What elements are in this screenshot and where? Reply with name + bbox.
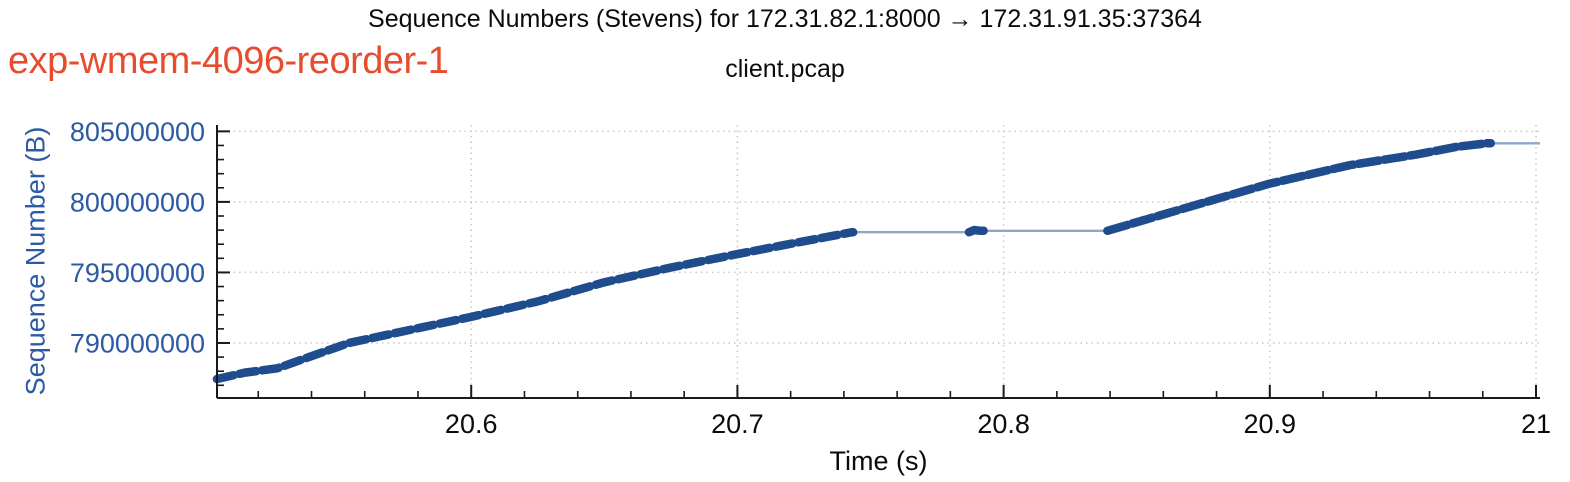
data-points-run [212,227,858,384]
data-points-run [964,225,988,237]
y-tick-label: 790000000 [70,328,205,358]
x-tick-label: 20.8 [977,409,1030,439]
experiment-label: exp-wmem-4096-reorder-1 [8,40,449,82]
x-tick-label: 20.6 [445,409,498,439]
x-tick-label: 20.7 [711,409,764,439]
data-points-run [1103,139,1496,236]
x-axis-label: Time (s) [829,446,928,476]
y-tick-label: 805000000 [70,117,205,147]
y-tick-label: 800000000 [70,187,205,217]
x-tick-label: 20.9 [1244,409,1297,439]
chart-subtitle: client.pcap [725,55,845,83]
y-tick-label: 795000000 [70,258,205,288]
x-tick-label: 21 [1521,409,1551,439]
chart-title: Sequence Numbers (Stevens) for 172.31.82… [368,5,1202,33]
